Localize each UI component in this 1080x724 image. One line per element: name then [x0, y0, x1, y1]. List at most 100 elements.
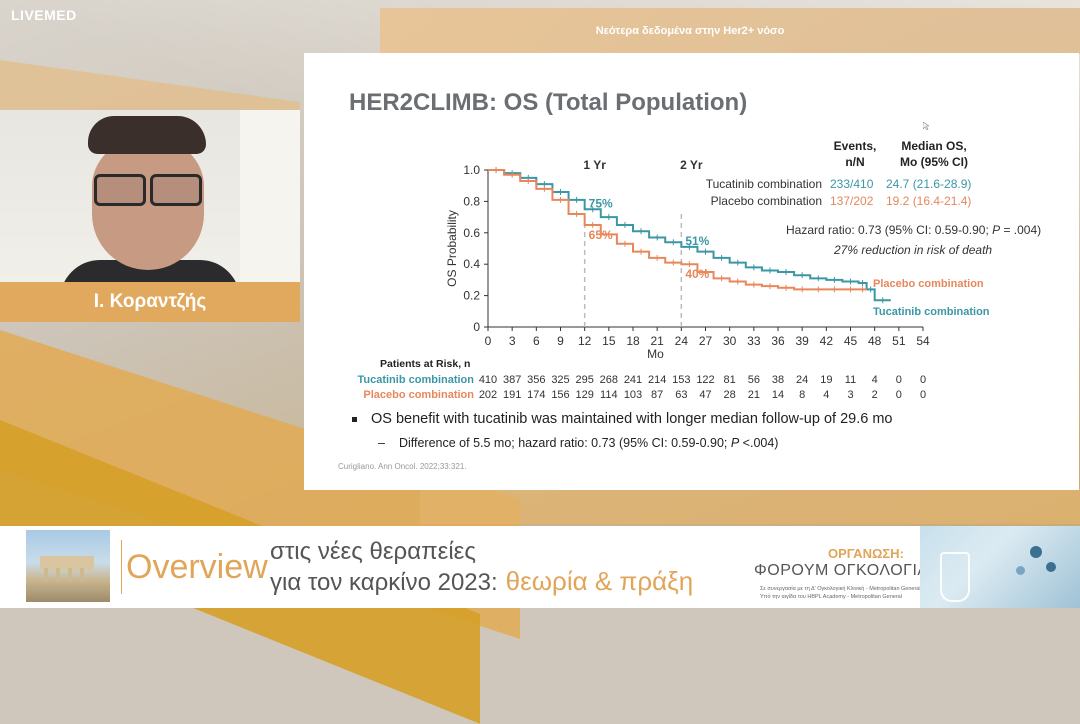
y-tick-label: 0.2: [463, 289, 480, 303]
x-tick-label: 51: [892, 334, 906, 348]
x-tick-label: 48: [868, 334, 882, 348]
at-risk-value: 11: [845, 374, 856, 386]
slide-title: HER2CLIMB: OS (Total Population): [349, 89, 748, 116]
series-median-os: 19.2 (16.4-21.4): [886, 194, 971, 208]
at-risk-value: 129: [575, 389, 593, 401]
x-tick-label: 15: [602, 334, 616, 348]
series-events: 137/202: [830, 194, 874, 208]
speaker-video: [0, 110, 300, 282]
at-risk-value: 2: [872, 389, 878, 401]
background-stripe: [420, 488, 1080, 524]
events-header: n/N: [845, 155, 864, 169]
at-risk-value: 19: [820, 374, 832, 386]
at-risk-value: 47: [699, 389, 711, 401]
citation: Curigliano. Ann Oncol. 2022;33:321.: [338, 462, 467, 471]
at-risk-value: 191: [503, 389, 521, 401]
organizer-label: ΟΡΓΑΝΩΣΗ:: [828, 546, 904, 561]
organizer-subtitle-2: Υπό την αιγίδα του HBPL Academy - Metrop…: [760, 594, 902, 600]
y-tick-label: 1.0: [463, 163, 480, 177]
at-risk-value: 241: [624, 374, 642, 386]
dash-icon: –: [378, 436, 385, 450]
banner-line-2-text: για τον καρκίνο 2023:: [270, 569, 498, 596]
banner-line-2: για τον καρκίνο 2023: θεωρία & πράξη: [270, 566, 693, 597]
banner-overview: Overview: [126, 548, 268, 586]
at-risk-title: Patients at Risk, n: [380, 358, 470, 370]
x-tick-label: 18: [626, 334, 640, 348]
session-title: Νεότερα δεδομένα στην Her2+ νόσο: [595, 25, 785, 37]
x-tick-label: 21: [650, 334, 664, 348]
speaker-hair: [88, 116, 206, 154]
hazard-ratio: Hazard ratio: 0.73 (95% CI: 0.59-0.90; P…: [786, 223, 1041, 237]
x-tick-label: 12: [578, 334, 592, 348]
sub-bullet-point: – Difference of 5.5 mo; hazard ratio: 0.7…: [378, 436, 778, 450]
banner-accent: θεωρία & πράξη: [505, 566, 694, 596]
at-risk-value: 387: [503, 374, 521, 386]
survival-annotation: 75%: [589, 196, 613, 210]
at-risk-value: 3: [847, 389, 853, 401]
y-tick-label: 0.4: [463, 257, 480, 271]
speaker-name: Ι. Κοραντζής: [0, 282, 300, 322]
survival-annotation: 51%: [685, 234, 709, 248]
speaker-shirt: [60, 260, 240, 282]
x-tick-label: 33: [747, 334, 761, 348]
acropolis-photo: [26, 530, 110, 602]
at-risk-value: 295: [575, 374, 593, 386]
at-risk-value: 4: [872, 374, 878, 386]
header-bar: [380, 8, 1080, 54]
x-tick-label: 42: [820, 334, 834, 348]
x-tick-label: 6: [533, 334, 540, 348]
at-risk-value: 202: [479, 389, 497, 401]
at-risk-value: 356: [527, 374, 545, 386]
x-tick-label: 30: [723, 334, 737, 348]
x-tick-label: 24: [675, 334, 689, 348]
at-risk-value: 24: [796, 374, 808, 386]
y-tick-label: 0: [473, 320, 480, 334]
at-risk-value: 0: [896, 374, 902, 386]
event-banner: Overview στις νέες θεραπείες για τον καρ…: [0, 526, 1080, 608]
organizer-name: ΦΟΡΟΥΜ ΟΓΚΟΛΟΓΙΑΣ: [754, 562, 939, 579]
p-value-symbol: P: [730, 436, 740, 450]
at-risk-value: 122: [696, 374, 714, 386]
at-risk-value: 8: [799, 389, 805, 401]
organizer-subtitle: Σε συνεργασία με τη Δ' Ογκολογική Κλινικ…: [760, 586, 921, 592]
at-risk-value: 0: [920, 374, 926, 386]
x-tick-label: 54: [916, 334, 930, 348]
tucatinib-end-label: Tucatinib combination: [873, 306, 990, 318]
video-background-wall: [240, 110, 300, 282]
x-tick-label: 39: [795, 334, 809, 348]
series-name: Tucatinib combination: [706, 177, 822, 191]
sub-bullet-text-end: <.004): [739, 436, 779, 450]
placebo-end-label: Placebo combination: [873, 278, 984, 290]
laboratory-photo: [920, 526, 1080, 608]
at-risk-value: 81: [724, 374, 736, 386]
bullet-text: OS benefit with tucatinib was maintained…: [371, 411, 893, 427]
bullet-point: OS benefit with tucatinib was maintained…: [352, 411, 892, 427]
x-tick-label: 3: [509, 334, 516, 348]
series-median-os: 24.7 (21.6-28.9): [886, 177, 971, 191]
x-tick-label: 0: [485, 334, 492, 348]
mouse-cursor-icon: [923, 122, 929, 130]
at-risk-value: 410: [479, 374, 497, 386]
at-risk-value: 4: [823, 389, 829, 401]
at-risk-value: 156: [551, 389, 569, 401]
placebo-curve: [488, 169, 867, 291]
x-tick-label: 45: [844, 334, 858, 348]
y-axis-label: OS Probability: [445, 210, 459, 287]
y-tick-label: 0.8: [463, 194, 480, 208]
x-tick-label: 36: [771, 334, 785, 348]
x-tick-label: 9: [557, 334, 564, 348]
reference-line-label: 1 Yr: [583, 158, 606, 172]
survival-annotation: 65%: [589, 228, 613, 242]
y-tick-label: 0.6: [463, 226, 480, 240]
at-risk-value: 38: [772, 374, 784, 386]
risk-reduction: 27% reduction in risk of death: [833, 243, 992, 257]
at-risk-value: 325: [551, 374, 569, 386]
median-header: Median OS,: [901, 139, 966, 153]
bullet-square-icon: [352, 416, 357, 422]
at-risk-value: 0: [920, 389, 926, 401]
at-risk-value: 268: [600, 374, 618, 386]
series-events: 233/410: [830, 177, 874, 191]
reference-line-label: 2 Yr: [680, 158, 703, 172]
speaker-glasses: [94, 174, 202, 206]
presentation-slide: HER2CLIMB: OS (Total Population) 0 0.2 0.4…: [304, 53, 1079, 490]
